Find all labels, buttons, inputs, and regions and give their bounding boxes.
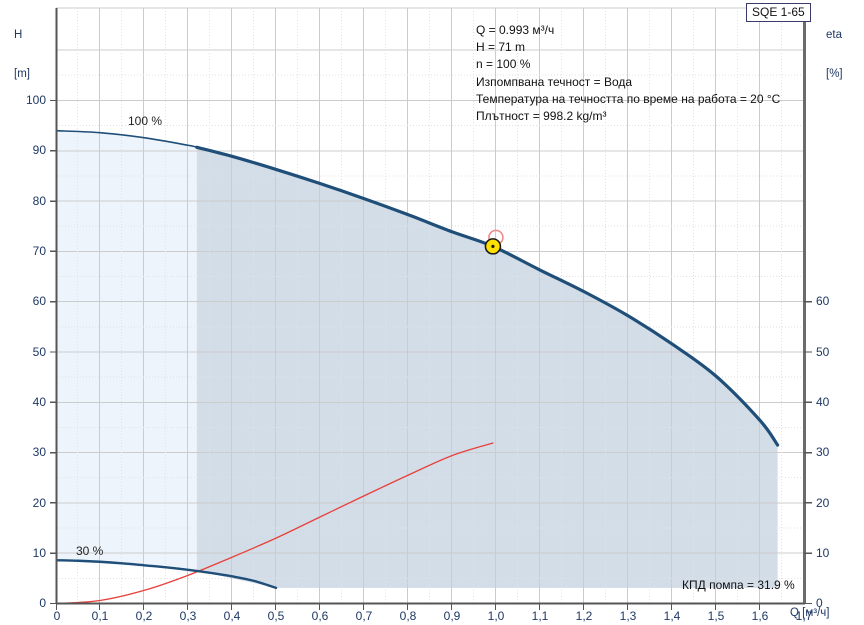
info-line-flow: Q = 0.993 м³/ч — [476, 23, 555, 37]
grid-lines — [56, 7, 805, 603]
left-axis-title-symbol: H — [14, 29, 23, 41]
info-line-head: H = 71 m — [476, 40, 526, 55]
operating-point-center — [491, 244, 495, 248]
info-line-temperature: Температура на течността по време на раб… — [476, 91, 781, 106]
operating-point-group[interactable] — [484, 229, 504, 255]
right-axis-ticks — [804, 301, 812, 605]
pump-efficiency-note: КПД помпа = 31.9 % — [682, 578, 795, 592]
x-tick-label-15: 1,5 — [707, 609, 725, 623]
duty-info-block: Q = 0.993 м³/ч H = 71 m n = 100 % Изпомп… — [476, 22, 780, 125]
info-line-speed: n = 100 % — [476, 57, 531, 72]
y2-tick-label-20: 20 — [816, 496, 830, 510]
x-tick-label-06: 0,6 — [311, 609, 329, 623]
y2-tick-label-30: 30 — [816, 445, 830, 459]
x-tick-label-17: 1,7 — [795, 609, 813, 623]
y-tick-label-10: 10 — [32, 546, 46, 560]
speed-label-30: 30 % — [76, 544, 104, 558]
right-axis-title: eta [%] — [826, 3, 843, 107]
x-tick-label-16: 1,6 — [751, 609, 769, 623]
x-tick-label-03: 0,3 — [179, 609, 197, 623]
x-tick-label-04: 0,4 — [223, 609, 241, 623]
y-tick-label-30: 30 — [32, 445, 46, 459]
y2-tick-label-0: 0 — [816, 596, 823, 610]
grid-lines-minor — [56, 8, 805, 603]
y-tick-label-0: 0 — [39, 596, 46, 610]
info-line-density: Плътност = 998.2 kg/m³ — [476, 109, 607, 124]
y-tick-label-60: 60 — [32, 294, 46, 308]
x-tick-label-01: 0,1 — [91, 609, 109, 623]
y2-tick-label-50: 50 — [816, 345, 830, 359]
model-badge[interactable]: SQE 1-65 — [746, 3, 811, 22]
x-tick-label-10: 1,0 — [487, 609, 505, 623]
y-tick-label-50: 50 — [32, 345, 46, 359]
y-tick-label-70: 70 — [32, 244, 46, 258]
y-tick-label-80: 80 — [32, 194, 46, 208]
x-axis-unit-label: Q [м³/ч] — [790, 607, 830, 619]
x-tick-label-12: 1,2 — [575, 609, 593, 623]
y-tick-label-20: 20 — [32, 496, 46, 510]
y-tick-label-100: 100 — [25, 93, 46, 107]
axis-lines — [55, 8, 806, 605]
y2-tick-label-40: 40 — [816, 395, 830, 409]
speed-label-100: 100 % — [128, 114, 163, 128]
band-light — [56, 130, 197, 571]
left-axis-ticks — [50, 99, 57, 605]
x-tick-label-08: 0,8 — [399, 609, 417, 623]
y2-tick-label-60: 60 — [816, 294, 830, 308]
x-tick-label-0: 0 — [53, 609, 61, 623]
efficiency-curve — [56, 442, 494, 603]
x-tick-label-13: 1,3 — [619, 609, 637, 623]
left-axis-title: H [m] — [14, 3, 30, 107]
x-tick-label-11: 1,1 — [531, 609, 549, 623]
x-tick-label-02: 0,2 — [135, 609, 153, 623]
x-tick-label-09: 0,9 — [443, 609, 461, 623]
left-axis-title-unit: [m] — [14, 68, 30, 80]
head-curve-100-thin — [56, 129, 198, 149]
x-tick-label-14: 1,4 — [663, 609, 681, 623]
x-tick-label-07: 0,7 — [355, 609, 373, 623]
x-tick-label-05: 0,5 — [267, 609, 285, 623]
x-axis-ticks — [55, 603, 761, 610]
y-tick-label-90: 90 — [32, 143, 46, 157]
head-curve-30 — [56, 559, 278, 590]
right-axis-title-symbol: eta — [826, 29, 842, 41]
info-line-liquid: Изпомпвана течност = Вода — [476, 74, 633, 89]
y-tick-label-40: 40 — [32, 395, 46, 409]
y2-tick-label-10: 10 — [816, 546, 830, 560]
right-axis-title-unit: [%] — [826, 68, 843, 80]
